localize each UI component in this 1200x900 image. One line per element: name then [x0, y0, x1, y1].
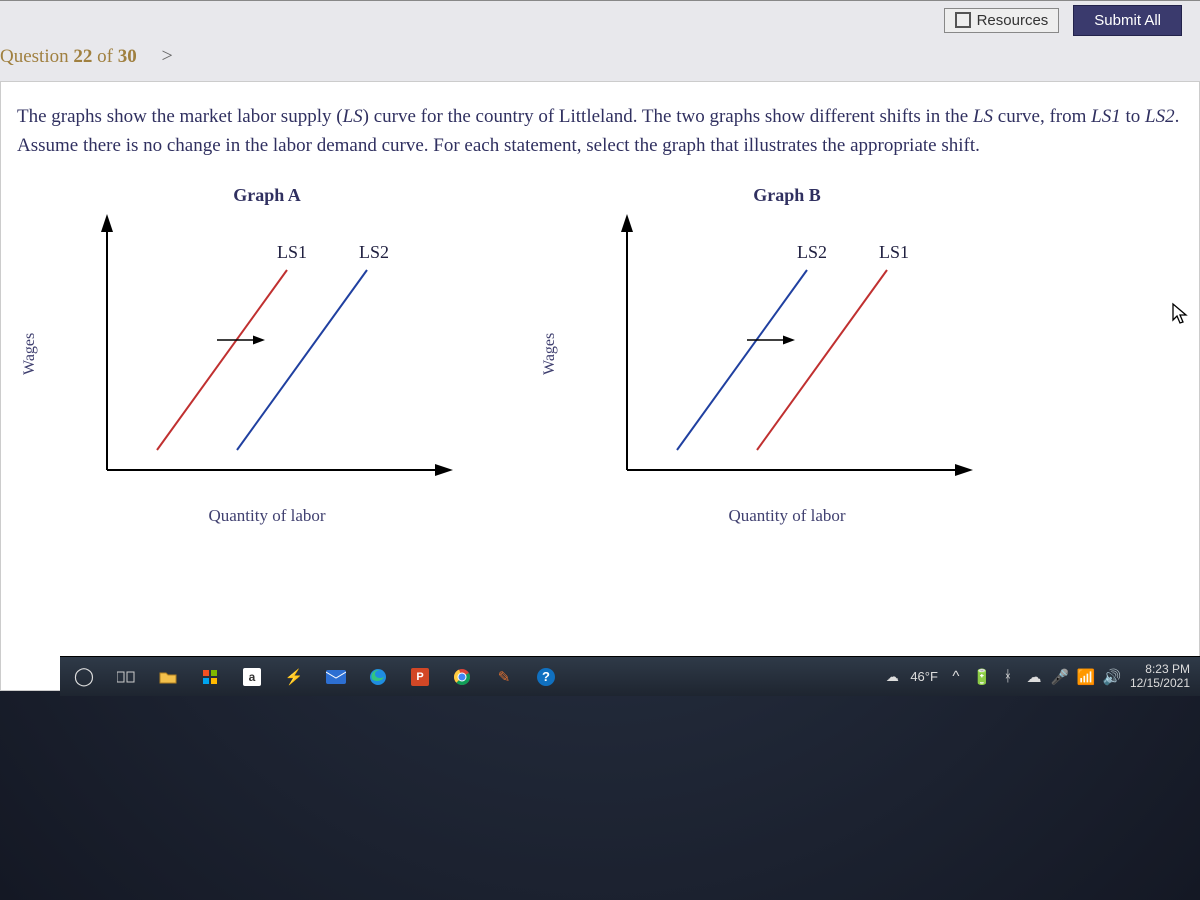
powerpoint-button[interactable]: P	[400, 657, 440, 697]
prompt-ls: LS	[343, 106, 363, 127]
clock[interactable]: 8:23 PM 12/15/2021	[1130, 663, 1190, 691]
bluetooth-icon[interactable]: ᚼ	[1000, 669, 1016, 685]
resources-button[interactable]: Resources	[944, 8, 1060, 33]
date-text: 12/15/2021	[1130, 677, 1190, 691]
app-misc-button[interactable]: ✎	[484, 657, 524, 697]
graph-b-svg: LS2 LS1	[587, 210, 987, 500]
graph-a-svg: LS1 LS2	[67, 210, 467, 500]
prompt-part: curve, from	[993, 106, 1091, 127]
question-current: 22	[73, 46, 92, 67]
start-button[interactable]: ◯	[64, 657, 104, 697]
ls2-label: LS2	[797, 242, 827, 262]
chrome-button[interactable]	[442, 657, 482, 697]
lightning-icon: ⚡	[285, 668, 304, 686]
help-button[interactable]: ?	[526, 657, 566, 697]
prompt-part: ) curve for the country of Littleland. T…	[363, 106, 973, 127]
weather-icon: ☁	[884, 669, 900, 685]
prompt-ls2: LS2	[1145, 106, 1175, 127]
chevron-up-icon[interactable]: ^	[948, 669, 964, 685]
ls2-label: LS2	[359, 242, 389, 262]
ls2-line	[237, 270, 367, 450]
ls1-label: LS1	[879, 242, 909, 262]
ls2-line	[677, 270, 807, 450]
question-counter: Question 22 of 30	[0, 46, 141, 67]
question-nav: Question 22 of 30 >	[0, 41, 173, 72]
ls1-line	[757, 270, 887, 450]
mic-icon[interactable]: 🎤	[1052, 669, 1068, 685]
graph-b-x-label: Quantity of labor	[547, 506, 1027, 526]
folder-icon	[159, 670, 177, 684]
submit-all-button[interactable]: Submit All	[1073, 5, 1182, 36]
taskbar-left: ◯ a ⚡ P	[60, 657, 566, 697]
cursor-icon	[1171, 302, 1191, 326]
resources-label: Resources	[977, 12, 1049, 29]
prompt-ls: LS	[973, 106, 993, 127]
powerpoint-icon: P	[411, 668, 429, 686]
taskbar-right: ☁ 46°F ^ 🔋 ᚼ ☁ 🎤 📶 🔊 8:23 PM 12/15/2021	[884, 663, 1200, 691]
file-explorer-button[interactable]	[148, 657, 188, 697]
question-prompt: The graphs show the market labor supply …	[17, 102, 1183, 161]
amazon-icon: a	[243, 668, 261, 686]
ls1-line	[157, 270, 287, 450]
app-a-button[interactable]: a	[232, 657, 272, 697]
volume-icon[interactable]: 🔊	[1104, 669, 1120, 685]
quiz-window: Resources Submit All Question 22 of 30 >…	[0, 0, 1200, 690]
prompt-ls1: LS1	[1091, 106, 1121, 127]
task-view-button[interactable]	[106, 657, 146, 697]
store-icon	[202, 669, 218, 685]
ms-store-button[interactable]	[190, 657, 230, 697]
onedrive-icon[interactable]: ☁	[1026, 669, 1042, 685]
ls1-label: LS1	[277, 242, 307, 262]
graph-a-y-label: Wages	[21, 333, 39, 375]
battery-icon[interactable]: 🔋	[974, 669, 990, 685]
graph-a-x-label: Quantity of labor	[27, 506, 507, 526]
prompt-to: to	[1121, 106, 1145, 127]
graph-a-title: Graph A	[27, 185, 507, 206]
mail-icon	[326, 670, 346, 684]
next-question-button[interactable]: >	[161, 45, 172, 67]
prompt-part: The graphs show the market labor supply …	[17, 106, 343, 127]
desktop-screen: Resources Submit All Question 22 of 30 >…	[0, 0, 1200, 900]
question-content: The graphs show the market labor supply …	[0, 81, 1200, 691]
question-of: of	[92, 46, 117, 67]
graph-b-y-label: Wages	[541, 333, 559, 375]
app-lightning-button[interactable]: ⚡	[274, 657, 314, 697]
misc-icon: ✎	[498, 668, 511, 686]
weather-temp[interactable]: 46°F	[910, 669, 938, 684]
help-icon: ?	[537, 668, 555, 686]
graph-b: Graph B Wages	[547, 185, 1027, 585]
question-total: 30	[118, 46, 137, 67]
task-view-icon	[117, 670, 135, 684]
charts-row: Graph A Wages	[17, 185, 1183, 585]
top-bar: Resources Submit All	[944, 5, 1182, 35]
wifi-icon[interactable]: 📶	[1078, 669, 1094, 685]
windows-icon: ◯	[74, 666, 94, 687]
chrome-icon	[453, 668, 471, 686]
question-label-prefix: Question	[0, 46, 73, 67]
edge-button[interactable]	[358, 657, 398, 697]
edge-icon	[369, 668, 387, 686]
checkbox-icon	[955, 12, 971, 28]
windows-taskbar: ◯ a ⚡ P	[60, 656, 1200, 696]
time-text: 8:23 PM	[1130, 663, 1190, 677]
graph-b-title: Graph B	[547, 185, 1027, 206]
graph-a: Graph A Wages	[27, 185, 507, 585]
mail-button[interactable]	[316, 657, 356, 697]
